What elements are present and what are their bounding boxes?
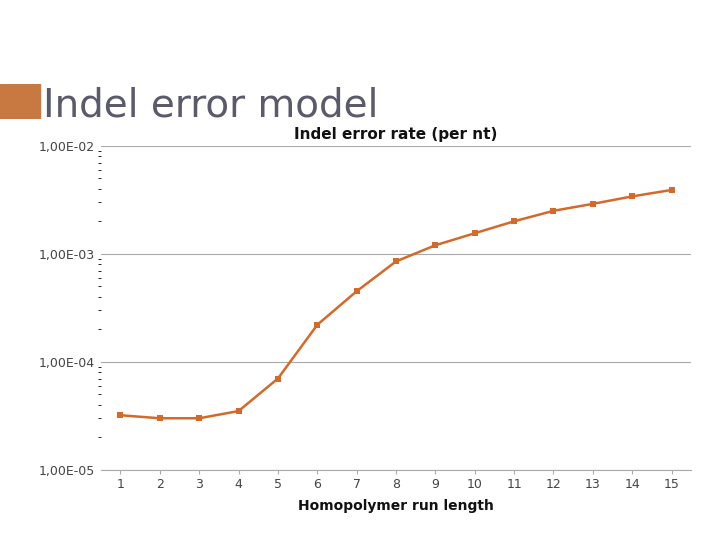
X-axis label: Homopolymer run length: Homopolymer run length — [298, 500, 494, 514]
Title: Indel error rate (per nt): Indel error rate (per nt) — [294, 127, 498, 142]
Text: Indel error model: Indel error model — [43, 86, 379, 124]
Bar — [0, 84, 40, 119]
